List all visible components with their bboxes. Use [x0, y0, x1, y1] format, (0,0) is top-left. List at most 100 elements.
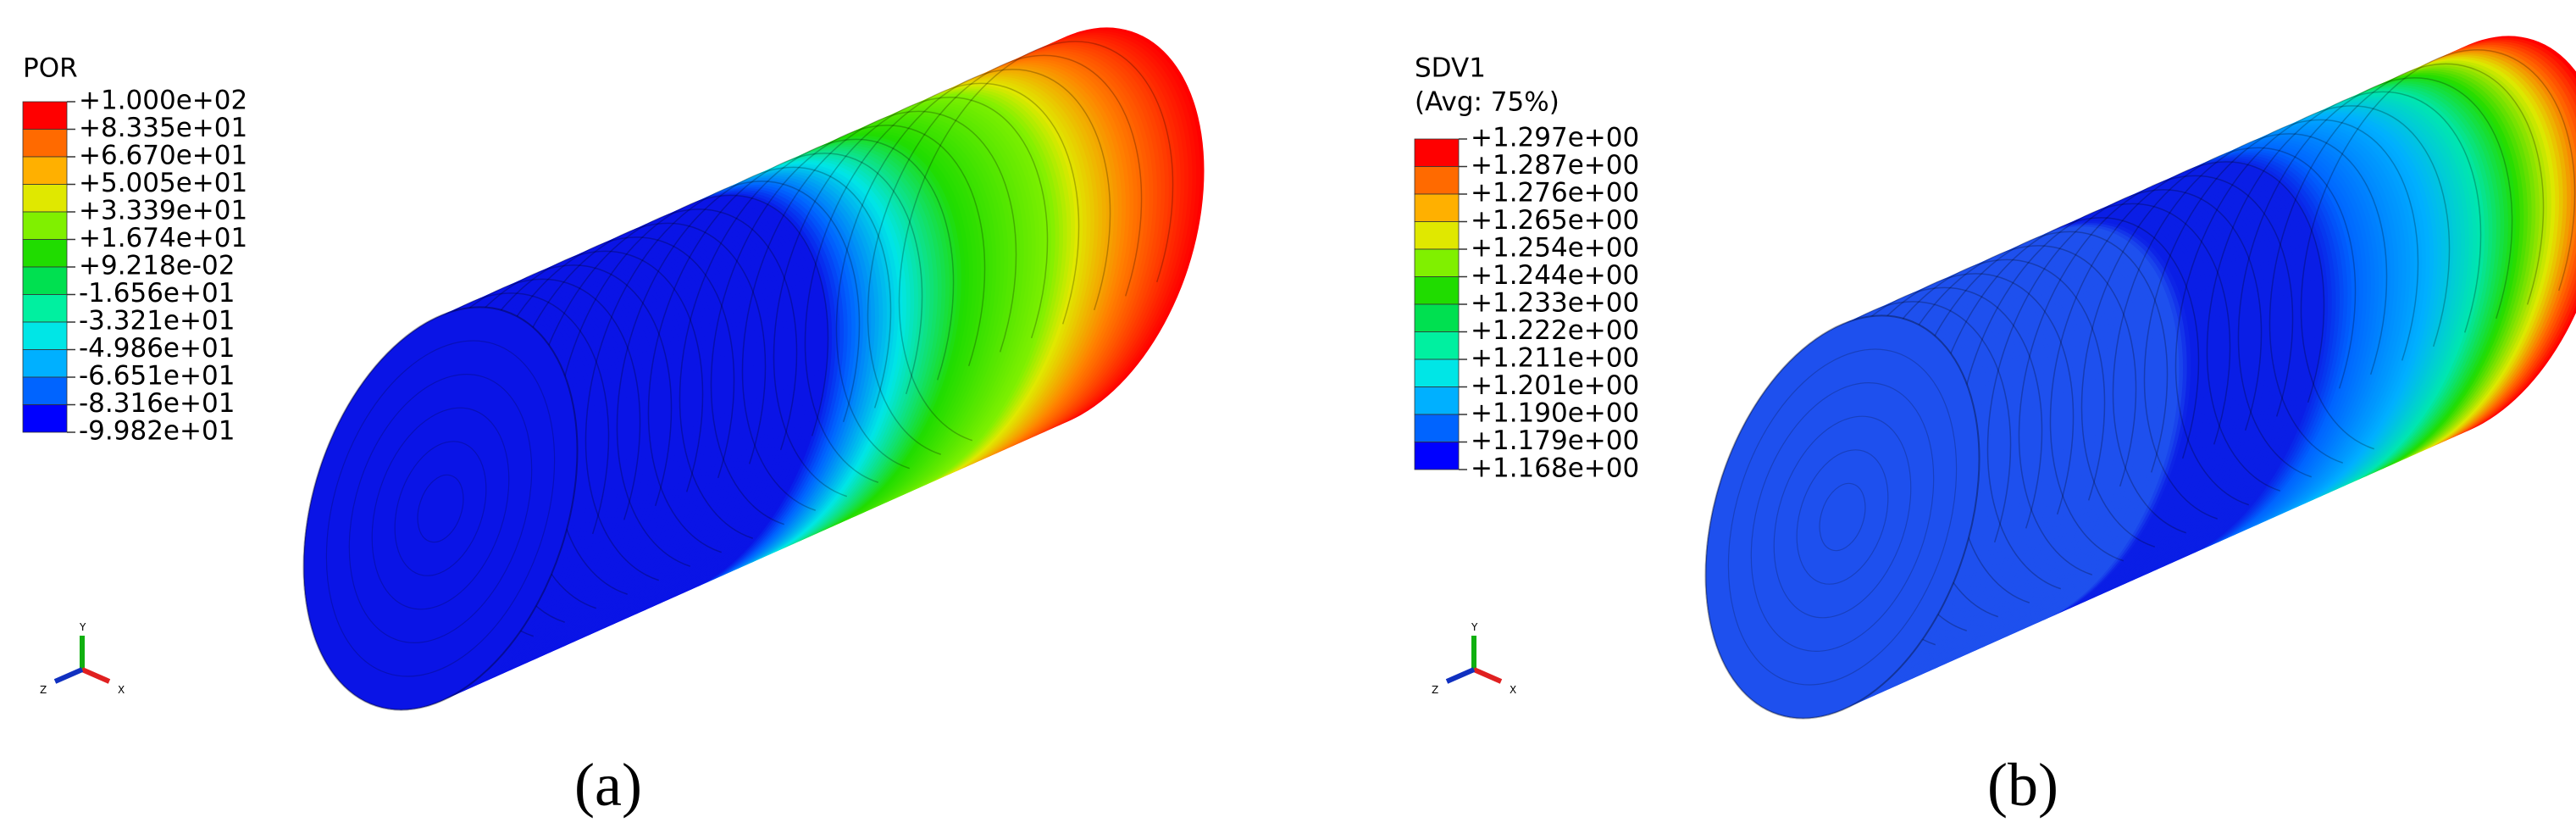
triad-x [1472, 667, 1503, 684]
panel: POR+1.000e+02+8.335e+01+6.670e+01+5.005e… [22, 27, 1205, 819]
legend-label: +9.218e-02 [79, 251, 235, 281]
mesh-line [804, 82, 1080, 487]
legend-swatch [22, 239, 68, 268]
mesh-line [2049, 161, 2325, 565]
mesh-line [867, 54, 1143, 459]
legend-swatch [22, 294, 68, 323]
mesh-line [2206, 91, 2482, 496]
mesh-line [2018, 175, 2294, 580]
triad-label: Z [40, 684, 47, 696]
mesh-line [647, 153, 923, 557]
face-mesh [394, 441, 487, 576]
legend-label: +1.287e+00 [1471, 150, 1639, 181]
mesh-line [2300, 49, 2576, 453]
legend-swatch [22, 211, 68, 240]
legend-swatch [1414, 221, 1460, 250]
legend-label: +1.265e+00 [1471, 205, 1639, 236]
triad-z [53, 667, 84, 684]
mesh-line [1986, 189, 2263, 593]
legend-label: +1.190e+00 [1471, 398, 1639, 429]
legend-swatch [22, 321, 68, 350]
face-mesh [1727, 348, 1958, 686]
legend-label: -6.651e+01 [79, 361, 235, 392]
mesh-line [2143, 119, 2419, 524]
legend-swatch [1414, 248, 1460, 277]
legend-swatch [22, 184, 68, 213]
legend-swatch [22, 349, 68, 378]
legend-label: +5.005e+01 [79, 168, 247, 198]
mesh-line [741, 110, 1017, 515]
legend-swatch [22, 101, 68, 130]
cylinder-face [302, 306, 579, 711]
legend-label: +8.335e+01 [79, 113, 247, 143]
mesh-line [710, 125, 986, 529]
mesh-line [616, 166, 892, 571]
mesh-line [2269, 63, 2545, 468]
legend-swatch [1414, 193, 1460, 222]
legend-label: +1.254e+00 [1471, 233, 1639, 264]
face-mesh [325, 340, 556, 677]
face-mesh [371, 407, 510, 610]
legend-label: +1.233e+00 [1471, 288, 1639, 319]
panel-label: (b) [1987, 751, 2058, 819]
legend-label: +1.201e+00 [1471, 370, 1639, 401]
mesh-line [773, 97, 1049, 501]
legend-swatch [1414, 276, 1460, 305]
legend-swatch [1414, 359, 1460, 387]
legend-label: +1.222e+00 [1471, 315, 1639, 346]
mesh-line [2174, 105, 2451, 509]
face-mesh [417, 474, 464, 543]
legend-swatch [22, 404, 68, 433]
legend-label: +1.297e+00 [1471, 123, 1639, 153]
legend-swatch [22, 266, 68, 295]
triad-z [1445, 667, 1476, 684]
triad-label: X [118, 684, 125, 696]
legend-label: -3.321e+01 [79, 306, 235, 336]
mesh-line [2112, 133, 2388, 537]
mesh-line [2237, 77, 2513, 481]
mesh-line [835, 69, 1111, 473]
legend-swatch [1414, 166, 1460, 195]
legend-swatch [22, 129, 68, 158]
triad-label: Y [79, 621, 86, 633]
mesh-line [584, 181, 861, 585]
legend-swatch [1414, 386, 1460, 415]
legend-swatch [1414, 414, 1460, 442]
mesh-line [679, 138, 955, 543]
face-mesh [348, 374, 533, 643]
legend-label: +1.674e+01 [79, 223, 247, 253]
triad-label: Y [1471, 621, 1478, 633]
legend-swatch [1414, 331, 1460, 360]
face-mesh [1773, 415, 1912, 619]
legend-label: -9.982e+01 [79, 416, 235, 447]
legend-swatch [22, 376, 68, 405]
legend-swatch [1414, 138, 1460, 167]
panel: SDV1(Avg: 75%) +1.297e+00+1.287e+00+1.276… [1414, 36, 2576, 819]
legend-label: +1.000e+02 [79, 86, 247, 116]
legend-swatch [22, 156, 68, 185]
face-mesh [1819, 482, 1866, 552]
mesh-line [1955, 203, 2231, 608]
face-mesh [1750, 382, 1935, 652]
legend-label: -1.656e+01 [79, 278, 235, 309]
triad-label: Z [1432, 684, 1438, 696]
triad-label: X [1510, 684, 1516, 696]
legend-label: +1.211e+00 [1471, 343, 1639, 374]
legend-label: -4.986e+01 [79, 333, 235, 364]
legend-label: +1.179e+00 [1471, 425, 1639, 456]
legend-label: +1.244e+00 [1471, 260, 1639, 291]
legend-label: +6.670e+01 [79, 141, 247, 171]
panel-label: (a) [574, 751, 642, 819]
legend-swatch [1414, 442, 1460, 470]
legend-label: +1.276e+00 [1471, 178, 1639, 208]
legend-swatch [1414, 303, 1460, 332]
legend-title: POR [23, 53, 78, 84]
triad-x [80, 667, 111, 684]
legend-title: SDV1 [1415, 53, 1486, 84]
legend-subtitle: (Avg: 75%) [1415, 87, 1559, 118]
cylinder-face [1704, 314, 1980, 720]
legend-label: +3.339e+01 [79, 196, 247, 226]
legend-label: +1.168e+00 [1471, 453, 1639, 484]
legend-label: -8.316e+01 [79, 388, 235, 419]
